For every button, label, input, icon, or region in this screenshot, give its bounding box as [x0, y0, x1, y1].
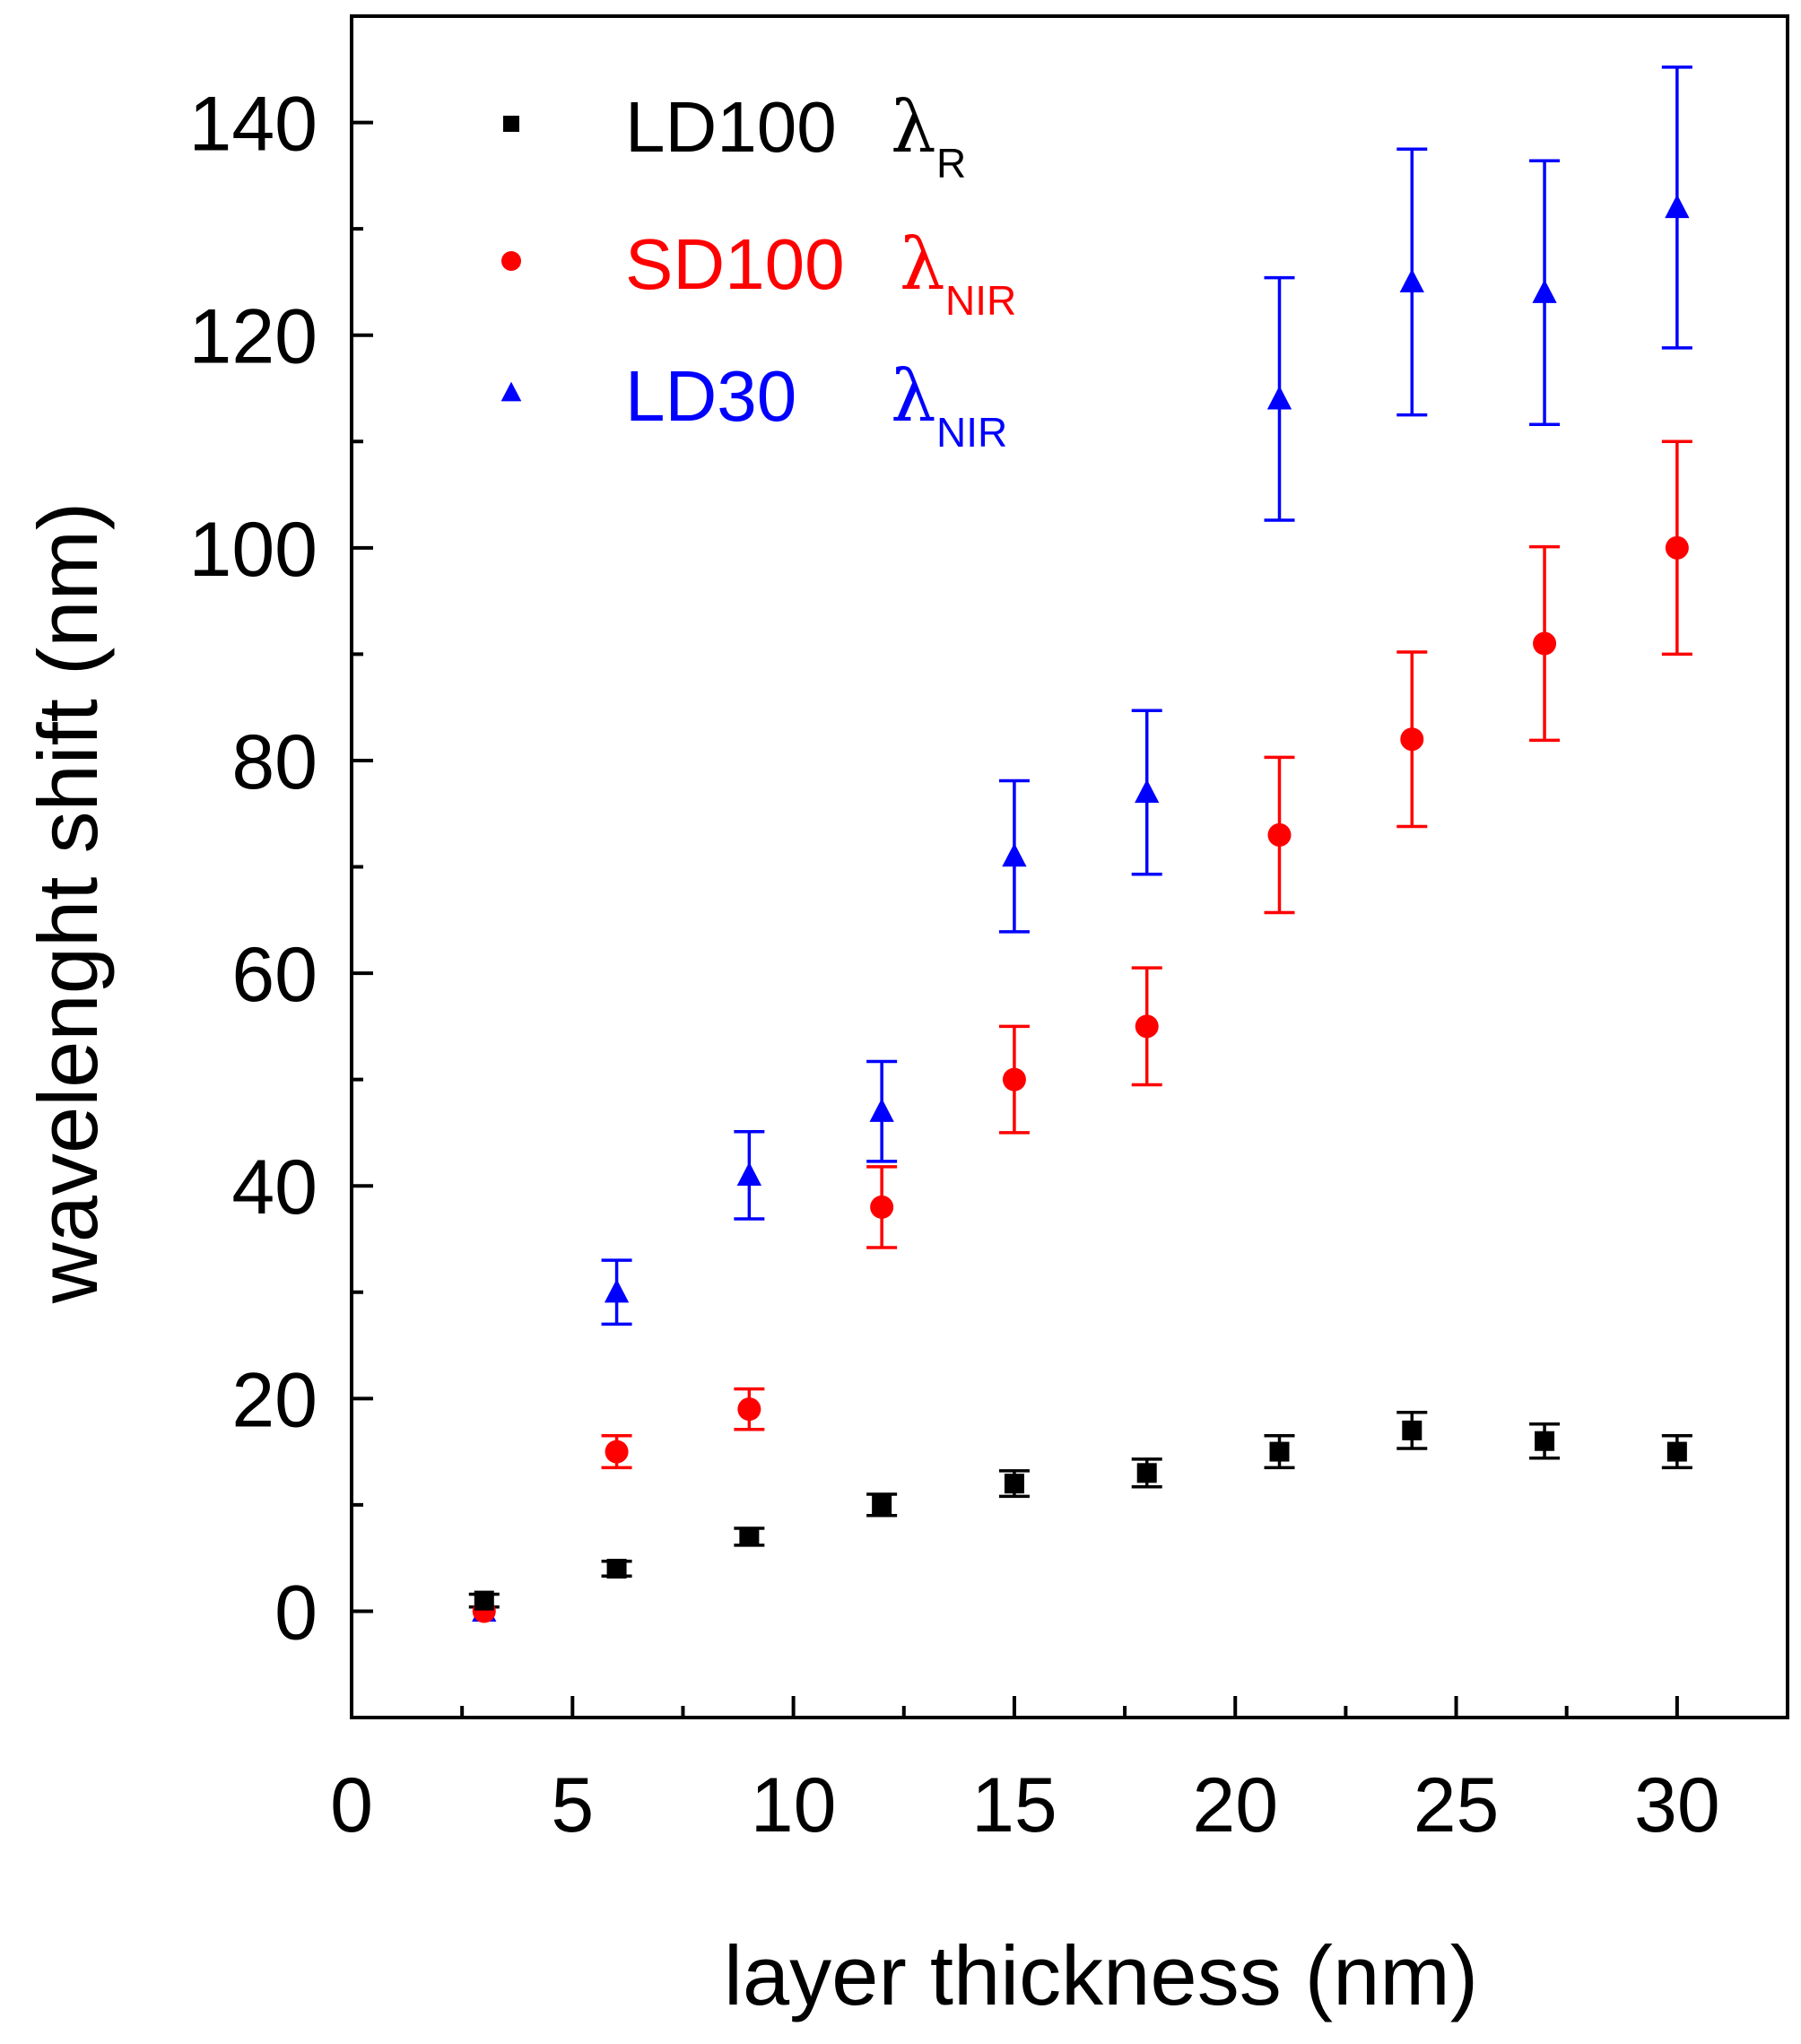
data-point-triangle — [1399, 268, 1424, 293]
legend-item-sd100: SD100 λ NIR — [501, 222, 1016, 324]
x-tick-label: 10 — [751, 1762, 837, 1848]
data-point-triangle — [1266, 386, 1292, 410]
y-tick-label: 140 — [189, 82, 318, 168]
legend-subscript: NIR — [945, 277, 1016, 324]
y-tick-label: 20 — [231, 1357, 318, 1443]
legend-item-ld100: LD100 λ R — [503, 85, 966, 187]
data-point-triangle — [500, 381, 522, 402]
data-point-square — [1535, 1431, 1555, 1451]
legend-item-ld30: LD30 λ NIR — [500, 354, 1007, 456]
legend-lambda: λ — [891, 354, 936, 438]
data-point-square — [1269, 1441, 1290, 1462]
x-tick-label: 0 — [330, 1762, 373, 1848]
legend-label: SD100 — [625, 224, 845, 304]
data-point-square — [1402, 1420, 1423, 1440]
legend-lambda: λ — [900, 222, 945, 306]
y-tick-label: 0 — [274, 1570, 318, 1656]
data-point-circle — [1002, 1067, 1026, 1092]
data-point-triangle — [1532, 279, 1557, 303]
x-tick-label: 15 — [971, 1762, 1057, 1848]
legend-subscript: NIR — [936, 409, 1007, 456]
data-point-square — [1004, 1474, 1024, 1494]
x-tick-label: 20 — [1192, 1762, 1278, 1848]
data-markers — [472, 194, 1690, 1623]
legend-subscript: R — [936, 140, 966, 187]
legend-label: LD100 — [625, 87, 837, 167]
y-tick-label: 80 — [231, 719, 318, 805]
y-tick-label: 40 — [231, 1144, 318, 1231]
data-point-square — [872, 1494, 892, 1515]
data-point-triangle — [1135, 778, 1160, 804]
data-point-square — [1136, 1463, 1157, 1483]
data-point-square — [606, 1559, 627, 1579]
plot-frame — [350, 14, 1789, 1719]
data-point-circle — [605, 1439, 629, 1464]
data-point-square — [1666, 1441, 1687, 1462]
legend-label: LD30 — [625, 356, 796, 436]
x-tick-label: 30 — [1634, 1762, 1720, 1848]
data-point-triangle — [869, 1098, 894, 1122]
data-point-circle — [1135, 1014, 1159, 1039]
x-axis-title: layer thickness (nm) — [724, 1928, 1478, 2022]
data-point-circle — [1665, 535, 1689, 560]
data-point-triangle — [736, 1161, 762, 1186]
y-axis-title: wavelenght shift (nm) — [21, 502, 115, 1304]
y-tick-label: 60 — [231, 932, 318, 1018]
x-tick-label: 5 — [551, 1762, 594, 1848]
y-tick-label: 120 — [189, 294, 318, 380]
y-tick-label: 100 — [189, 507, 318, 593]
data-point-square — [503, 116, 519, 132]
data-point-square — [739, 1526, 760, 1547]
data-point-triangle — [1002, 842, 1027, 867]
data-point-circle — [501, 251, 521, 271]
data-point-circle — [1267, 822, 1292, 847]
data-point-circle — [870, 1195, 894, 1219]
data-point-circle — [737, 1397, 761, 1422]
data-point-circle — [1400, 727, 1424, 752]
axis-ticks: 0 5 10 15 20 25 30 0 20 40 60 80 100 120 140 — [189, 82, 1720, 1848]
x-tick-label: 25 — [1414, 1762, 1500, 1848]
data-point-triangle — [1665, 194, 1690, 219]
legend-lambda: λ — [891, 85, 936, 169]
data-point-circle — [1533, 631, 1557, 656]
data-point-triangle — [604, 1279, 630, 1303]
data-point-square — [474, 1590, 494, 1611]
